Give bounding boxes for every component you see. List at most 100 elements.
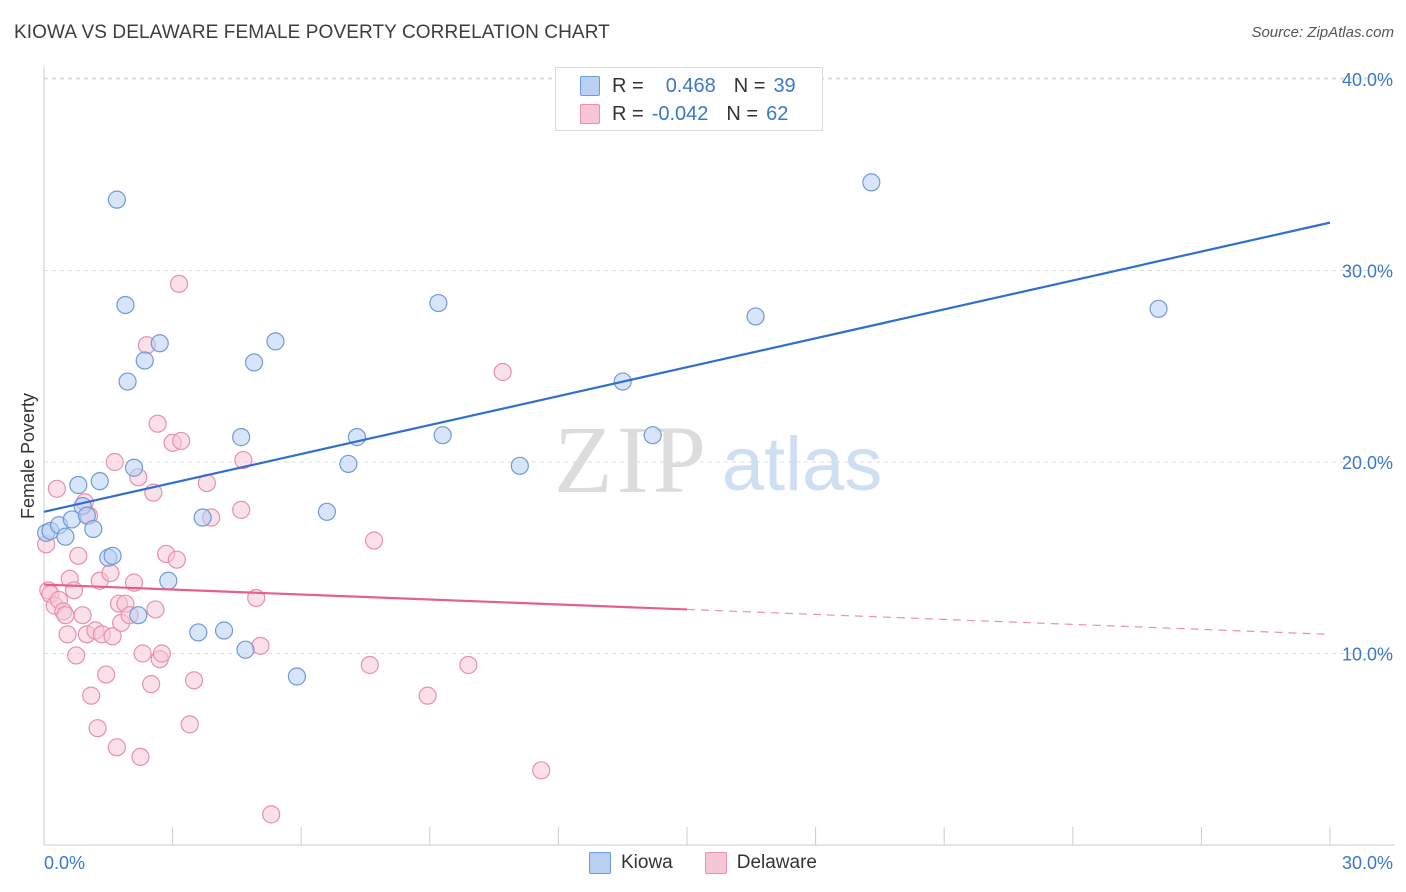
kiowa-point-19 [159, 571, 178, 590]
kiowa-point-38 [1149, 299, 1168, 318]
legend-row-kiowa: R = 0.468 N = 39 [580, 73, 796, 99]
delaware-point-23 [101, 563, 120, 583]
delaware-point-55 [262, 805, 281, 824]
delaware-trend-line [43, 583, 688, 611]
delaware-point-25 [105, 452, 124, 472]
kiowa-point-5 [69, 475, 88, 495]
delaware-point-4 [47, 479, 66, 498]
delaware-point-51 [232, 500, 251, 519]
delaware-legend-label: Delaware [736, 852, 817, 873]
y-tick-label-0: 10.0% [1342, 645, 1393, 665]
kiowa-r-value: 0.468 [665, 74, 716, 97]
kiowa-point-22 [214, 621, 234, 640]
x-tick-label-1: 30.0% [1342, 853, 1393, 873]
delaware-point-58 [418, 686, 437, 705]
kiowa-point-29 [339, 454, 358, 474]
kiowa-point-21 [193, 508, 212, 527]
delaware-point-46 [167, 550, 186, 569]
watermark-atlas: atlas [722, 422, 883, 507]
delaware-point-61 [532, 761, 551, 780]
delaware-point-54 [251, 636, 270, 655]
watermark: ZIP atlas [554, 406, 882, 513]
correlation-legend: R = 0.468 N = 39 R = -0.042 N = 62 [555, 67, 823, 131]
kiowa-point-33 [510, 456, 529, 475]
kiowa-point-37 [862, 173, 881, 192]
kiowa-point-31 [429, 293, 448, 313]
delaware-point-8 [58, 625, 77, 644]
delaware-point-10 [64, 581, 84, 600]
delaware-point-52 [234, 450, 253, 470]
delaware-point-17 [82, 686, 101, 705]
delaware-point-36 [142, 675, 161, 694]
delaware-point-59 [459, 655, 478, 675]
delaware-n-value: 62 [766, 102, 789, 125]
kiowa-point-35 [643, 426, 662, 445]
axis-layer [43, 66, 1395, 846]
delaware-point-24 [103, 627, 122, 646]
kiowa-point-25 [244, 353, 264, 372]
kiowa-swatch [580, 76, 600, 96]
kiowa-point-32 [433, 426, 452, 445]
kiowa-point-13 [116, 295, 135, 315]
kiowa-point-26 [266, 332, 285, 351]
kiowa-point-18 [150, 334, 169, 353]
kiowa-point-20 [189, 623, 208, 642]
kiowa-legend-swatch [588, 852, 611, 874]
delaware-point-41 [152, 644, 171, 663]
kiowa-point-27 [287, 667, 307, 686]
delaware-point-56 [360, 655, 379, 675]
x-tick-label-0: 0.0% [44, 853, 85, 873]
legend-item-delaware: Delaware [704, 852, 817, 874]
kiowa-point-11 [103, 546, 122, 565]
kiowa-legend-label: Kiowa [620, 852, 673, 873]
kiowa-point-14 [118, 372, 137, 391]
delaware-r-value: -0.042 [651, 102, 709, 125]
kiowa-n-value: 39 [773, 74, 796, 97]
delaware-point-38 [146, 600, 165, 619]
delaware-point-22 [97, 665, 116, 684]
kiowa-n-label: N = [733, 74, 766, 97]
delaware-points [37, 274, 551, 824]
delaware-legend-swatch [704, 852, 727, 874]
kiowa-point-15 [124, 458, 144, 477]
kiowa-point-8 [84, 519, 103, 539]
legend-row-delaware: R = -0.042 N = 62 [580, 101, 788, 127]
y-tick-label-3: 40.0% [1342, 70, 1393, 90]
kiowa-point-12 [107, 190, 126, 209]
delaware-point-60 [493, 362, 512, 382]
kiowa-point-28 [317, 502, 337, 521]
delaware-swatch [580, 104, 600, 124]
delaware-point-19 [88, 719, 107, 738]
kiowa-trend-line [43, 221, 1331, 513]
series-legend: Kiowa Delaware [0, 852, 1406, 874]
trend-lines [43, 221, 1331, 635]
kiowa-r-label: R = [612, 74, 644, 97]
y-axis-title: Female Poverty [18, 393, 38, 519]
delaware-point-34 [133, 644, 152, 663]
source-label: Source: ZipAtlas.com [1251, 24, 1394, 41]
kiowa-point-9 [90, 472, 109, 491]
delaware-point-44 [169, 274, 189, 294]
delaware-point-45 [172, 431, 191, 451]
delaware-point-7 [56, 606, 75, 625]
y-tick-label-1: 20.0% [1342, 453, 1393, 473]
delaware-point-11 [67, 646, 86, 665]
delaware-point-48 [184, 671, 204, 690]
delaware-point-39 [148, 414, 167, 433]
kiowa-point-3 [56, 527, 75, 546]
delaware-point-12 [69, 546, 88, 565]
kiowa-point-17 [135, 351, 154, 370]
delaware-r-label: R = [612, 102, 644, 125]
delaware-point-57 [364, 531, 384, 550]
axis-labels: 10.0% 20.0% 30.0% 40.0% 0.0% 30.0% [44, 70, 1393, 873]
kiowa-point-16 [129, 606, 148, 625]
y-tick-label-2: 30.0% [1342, 262, 1393, 282]
delaware-point-33 [131, 747, 150, 767]
delaware-point-13 [73, 606, 92, 625]
kiowa-point-36 [746, 307, 765, 326]
chart-title: KIOWA VS DELAWARE FEMALE POVERTY CORRELA… [14, 22, 610, 43]
delaware-point-26 [107, 738, 126, 757]
delaware-point-47 [180, 715, 199, 734]
delaware-n-label: N = [726, 102, 759, 125]
